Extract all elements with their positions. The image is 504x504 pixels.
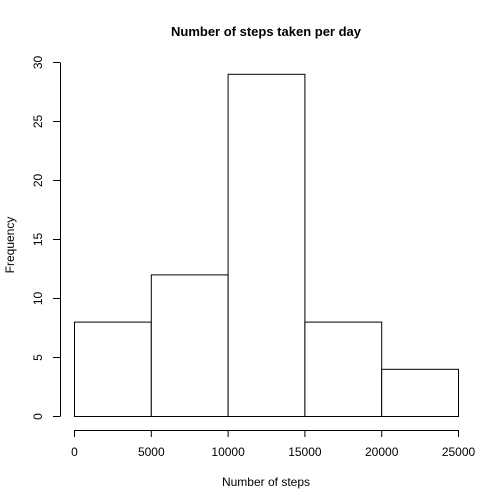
histogram-bar	[74, 321, 152, 418]
y-tick-label: 10	[31, 292, 45, 306]
y-tick-label: 15	[31, 233, 45, 247]
x-tick-label: 20000	[365, 445, 399, 459]
y-tick-label: 20	[31, 174, 45, 188]
histogram-bar	[304, 321, 383, 418]
chart-title: Number of steps taken per day	[171, 24, 362, 39]
x-tick-label: 15000	[288, 445, 322, 459]
y-tick-label: 5	[31, 354, 45, 361]
x-axis-label: Number of steps	[222, 475, 310, 489]
x-tick-label: 25000	[442, 445, 476, 459]
x-tick-label: 10000	[211, 445, 245, 459]
y-tick-label: 0	[31, 413, 45, 420]
x-tick-label: 0	[71, 445, 78, 459]
y-axis-label: Frequency	[3, 217, 17, 274]
x-axis: 0 5000 10000 15000 20000 25000	[71, 430, 476, 459]
x-tick-label: 5000	[138, 445, 165, 459]
histogram-bar	[150, 274, 229, 417]
y-tick-label: 25	[31, 115, 45, 129]
histogram-bar	[227, 73, 306, 418]
y-tick-label: 30	[31, 56, 45, 70]
histogram-bar	[381, 368, 460, 417]
y-axis: 0 5 10 15 20 25 30	[31, 56, 61, 420]
bars-group	[74, 73, 460, 418]
